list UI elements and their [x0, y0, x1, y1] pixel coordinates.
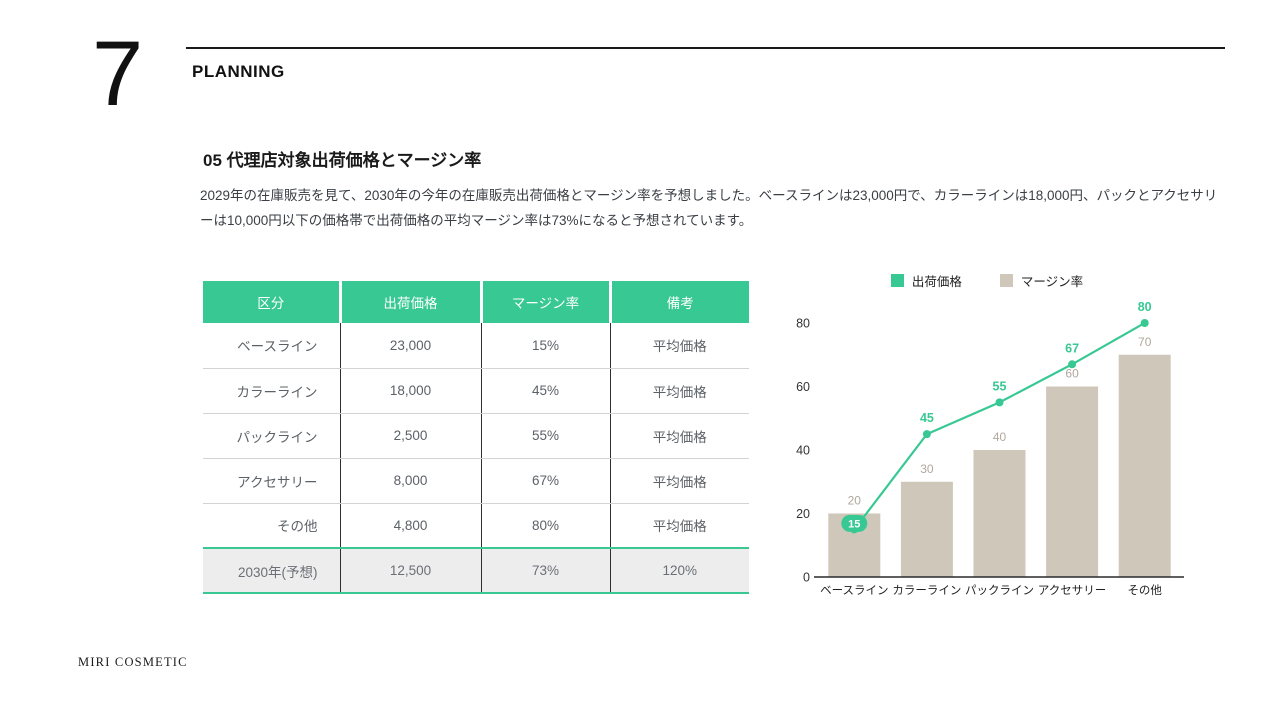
line-point [922, 430, 931, 439]
table-cell: 55% [480, 413, 610, 459]
footer-brand: MIRI COSMETIC [78, 655, 188, 669]
table-cell: 4,800 [339, 503, 481, 549]
y-tick-label: 40 [796, 444, 810, 458]
table-row: カラーライン 18,000 45% 平均価格 [203, 368, 749, 414]
table-header-cell: マージン率 [479, 281, 610, 323]
page-number: 7 [92, 23, 144, 125]
table-cell: パックライン [203, 413, 340, 459]
table-header-cell: 区分 [203, 281, 340, 323]
y-tick-label: 60 [796, 380, 810, 394]
table-cell: 2030年(予想) [203, 547, 340, 594]
header-rule [186, 47, 1225, 49]
y-tick-label: 20 [796, 507, 810, 521]
table-cell: 平均価格 [609, 413, 749, 459]
line-point [1068, 360, 1077, 369]
legend-swatch [999, 273, 1013, 287]
x-axis-label: アクセサリー [1038, 584, 1106, 597]
chart-container: 出荷価格 マージン率 0 20 40 60 80 20 30 40 60 70 ベースライン カラーライ… [772, 272, 1202, 604]
x-axis-label: パックライン [965, 584, 1034, 597]
section-label: PLANNING [192, 62, 285, 81]
legend-swatch [890, 273, 904, 287]
table-cell: ベースライン [203, 323, 340, 369]
table-cell: その他 [203, 503, 340, 549]
bar-value-label: 70 [1138, 335, 1152, 349]
line-value-label: 55 [993, 379, 1007, 393]
table-cell: 80% [480, 503, 610, 549]
table-cell: 2,500 [339, 413, 481, 459]
line-value-label: 80 [1138, 300, 1152, 314]
table-cell: 45% [480, 368, 610, 414]
table-cell: 15% [480, 323, 610, 369]
line-point [995, 398, 1004, 407]
line-badge [841, 514, 868, 532]
table-header-cell: 備考 [608, 281, 749, 323]
slide-title: 05 代理店対象出荷価格とマージン率 [203, 151, 482, 170]
table-cell: 平均価格 [609, 458, 749, 504]
table-cell: 18,000 [339, 368, 481, 414]
table-body: ベースライン 23,000 15% 平均価格 カラーライン 18,000 45% 平均価格 パッ… [203, 323, 749, 594]
bar [973, 450, 1026, 577]
bar-value-label: 40 [993, 430, 1007, 444]
y-tick-label: 80 [796, 317, 810, 331]
pricing-table-container: 区分 出荷価格 マージン率 備考 ベースライン 23,000 15% 平均価格 カラーライン 1… [203, 281, 749, 594]
table-cell: 平均価格 [609, 323, 749, 369]
table-cell: 67% [480, 458, 610, 504]
table-cell: 23,000 [339, 323, 481, 369]
table-row: ベースライン 23,000 15% 平均価格 [203, 323, 749, 369]
pricing-table: 区分 出荷価格 マージン率 備考 ベースライン 23,000 15% 平均価格 カラーライン 1… [203, 281, 749, 594]
line-value-label: 45 [920, 411, 934, 425]
table-summary-row: 2030年(予想) 12,500 73% 120% [203, 547, 749, 594]
table-cell: カラーライン [203, 368, 340, 414]
bar [900, 481, 953, 577]
chart-legend: 出荷価格 マージン率 [772, 271, 1202, 290]
table-cell: 8,000 [339, 458, 481, 504]
bar-value-label: 20 [848, 494, 862, 508]
table-cell: 平均価格 [609, 368, 749, 414]
bar-value-label: 30 [920, 462, 934, 476]
y-tick-label: 0 [803, 571, 810, 585]
bar [1118, 354, 1171, 577]
body-text: 2029年の在庫販売を見て、2030年の今年の在庫販売出荷価格とマージン率を予想… [200, 188, 1218, 228]
legend-label: マージン率 [1020, 274, 1084, 289]
line-value-label: 67 [1065, 341, 1079, 355]
legend-item: 出荷価格 [890, 271, 962, 290]
table-cell: 平均価格 [609, 503, 749, 549]
table-row: パックライン 2,500 55% 平均価格 [203, 413, 749, 459]
table-head: 区分 出荷価格 マージン率 備考 [203, 281, 749, 323]
margin-price-chart: 0 20 40 60 80 20 30 40 60 70 ベースライン カラーライン パックライン アクセ… [796, 300, 1184, 597]
table-cell: 12,500 [339, 547, 481, 594]
legend-item: マージン率 [999, 271, 1084, 290]
line-value-label: 15 [848, 518, 860, 530]
bar-value-label: 60 [1065, 367, 1079, 381]
line-point [1140, 319, 1149, 327]
x-axis-label: その他 [1127, 584, 1162, 597]
table-cell: 120% [609, 547, 749, 594]
legend-label: 出荷価格 [911, 274, 962, 289]
x-axis-label: ベースライン [820, 585, 888, 597]
bar [1046, 386, 1099, 577]
table-header-cell: 出荷価格 [338, 281, 481, 323]
table-cell: アクセサリー [203, 458, 340, 504]
table-row: アクセサリー 8,000 67% 平均価格 [203, 458, 749, 504]
table-header-row: 区分 出荷価格 マージン率 備考 [203, 281, 749, 323]
table-row: その他 4,800 80% 平均価格 [203, 503, 749, 549]
x-axis-label: カラーライン [892, 584, 961, 597]
table-cell: 73% [480, 547, 610, 594]
